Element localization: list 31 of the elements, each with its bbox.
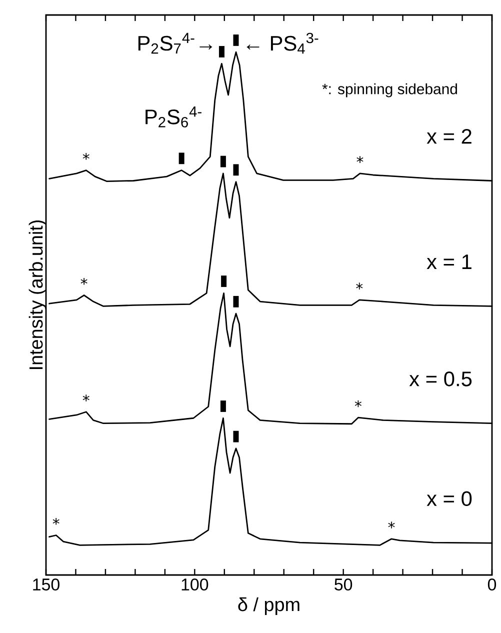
x-axis-title: δ / ppm (238, 597, 300, 615)
annotation: *: spinning sideband (322, 83, 457, 98)
annotation: ▮ (233, 164, 239, 176)
annotation: ▮ (220, 400, 226, 412)
series-label: x = 0 (426, 491, 472, 506)
annotation: ▮ (233, 34, 239, 46)
series-label: x = 2 (426, 128, 472, 144)
annotation: ← PS$_{4}$3- (246, 32, 318, 54)
annotation: ▮ (233, 430, 239, 442)
annotation: * (82, 152, 90, 160)
x-tick-label: 150 (33, 578, 60, 591)
series-label: x = 0.5 (409, 372, 472, 386)
annotation: * (52, 518, 60, 525)
annotation: * (356, 282, 363, 290)
annotation: P$_{2}$S$_{7}$$^{4-}$→ (138, 32, 212, 54)
annotation: P$_{2}$S$_{6}$4- (146, 106, 202, 128)
annotation: * (356, 156, 364, 163)
annotation: * (80, 278, 88, 285)
series-label: x = 1 (426, 254, 472, 269)
annotation: ▮ (218, 46, 224, 58)
annotation: * (354, 400, 362, 408)
annotation: ▮ (233, 296, 239, 308)
annotation: ▮ (220, 156, 226, 168)
x-tick-label: 50 (334, 578, 352, 591)
annotation: * (82, 394, 90, 402)
annotation: * (388, 522, 395, 528)
x-tick-label: 0 (488, 578, 496, 591)
x-tick-label: 100 (182, 578, 208, 591)
y-axis-title: Intensity (arb.unit) (28, 220, 46, 369)
annotation: ▮ (178, 152, 184, 164)
annotation: ▮ (221, 276, 227, 287)
